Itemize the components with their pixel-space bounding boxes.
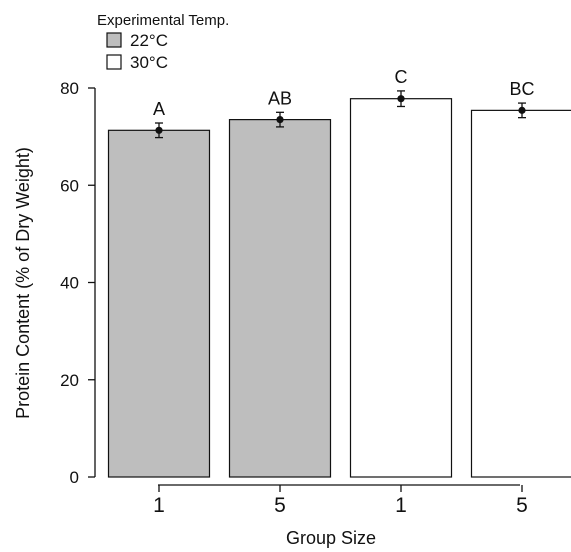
x-tick-label: 1: [153, 494, 165, 517]
legend-entries: 22°C 30°C: [106, 31, 168, 72]
x-tick-label: 5: [516, 494, 528, 517]
legend-title: Experimental Temp.: [97, 12, 229, 29]
mean-point: [397, 95, 405, 103]
significance-letter: A: [153, 99, 165, 119]
y-tick-label: 40: [60, 274, 79, 293]
y-tick-label: 80: [60, 79, 79, 98]
bar: [470, 109, 571, 478]
significance-letter: AB: [268, 88, 292, 108]
legend-swatch: [106, 32, 122, 48]
bar: [107, 129, 211, 478]
y-tick-label: 20: [60, 371, 79, 390]
error-bars: [155, 90, 526, 139]
x-tick-label: 5: [274, 494, 286, 517]
y-axis-title: Protein Content (% of Dry Weight): [13, 147, 33, 419]
mean-point: [155, 126, 163, 134]
mean-point: [276, 116, 284, 124]
legend: Experimental Temp. 22°C 30°C: [97, 12, 229, 72]
bar: [349, 98, 453, 478]
legend-label: 22°C: [130, 31, 168, 50]
x-tick-label: 1: [395, 494, 407, 517]
significance-letter: C: [395, 67, 408, 87]
bars: [107, 98, 571, 478]
significance-letter: BC: [509, 79, 534, 99]
legend-swatch: [106, 54, 122, 70]
y-ticks: 0 20 40 60 80: [60, 79, 95, 487]
significance-letters: A AB C BC: [153, 67, 535, 119]
bar: [228, 119, 332, 478]
y-tick-label: 0: [70, 468, 79, 487]
x-axis-title: Group Size: [286, 528, 376, 548]
legend-label: 30°C: [130, 53, 168, 72]
mean-point: [518, 106, 526, 114]
y-tick-label: 60: [60, 176, 79, 195]
